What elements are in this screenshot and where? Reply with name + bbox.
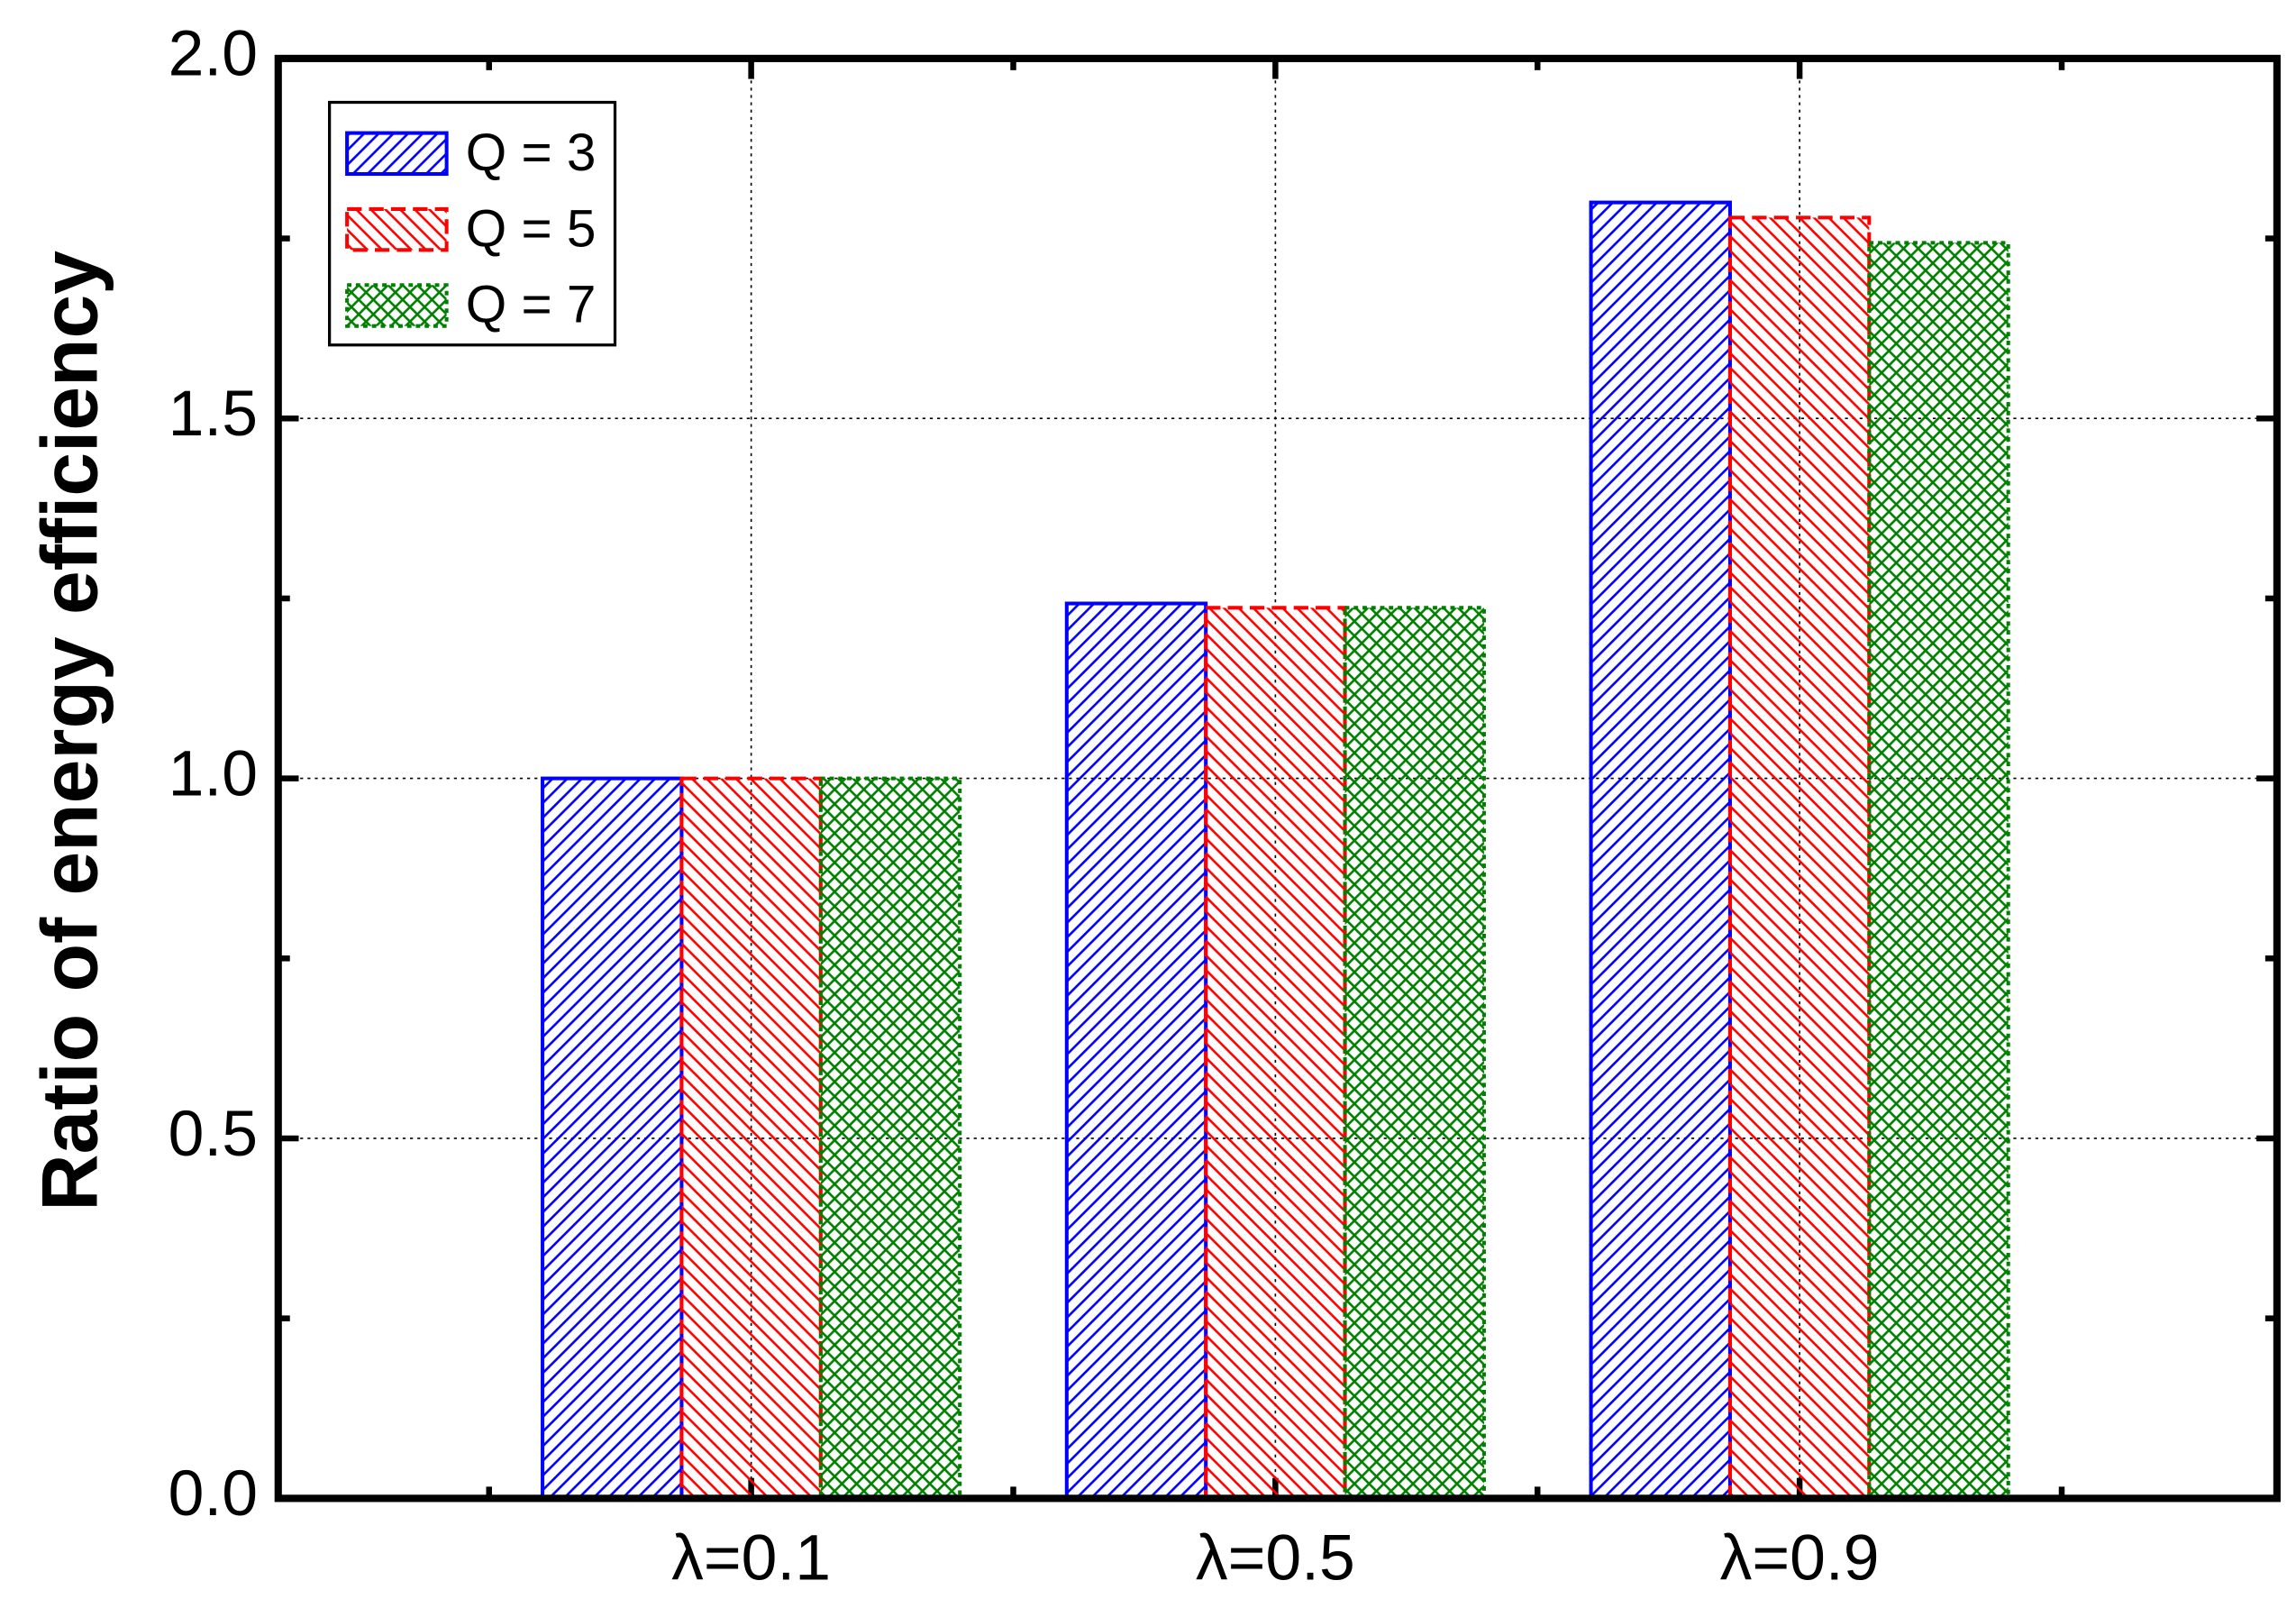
bar bbox=[1589, 200, 1732, 1501]
legend: Q = 3 Q = 5 Q = 7 bbox=[328, 100, 617, 347]
bar bbox=[1064, 601, 1208, 1501]
y-axis-label: Ratio of energy efficiency bbox=[26, 251, 114, 1211]
bar bbox=[541, 776, 684, 1501]
legend-label: Q = 5 bbox=[466, 199, 597, 258]
x-tick-label: λ=0.1 bbox=[671, 1522, 831, 1594]
legend-label: Q = 7 bbox=[466, 276, 597, 334]
y-tick-label: 1.0 bbox=[169, 738, 258, 810]
bar bbox=[1867, 241, 2010, 1501]
legend-swatch bbox=[345, 206, 449, 252]
y-tick-label: 0.0 bbox=[169, 1457, 258, 1530]
bar bbox=[1204, 606, 1347, 1501]
y-tick-label: 0.5 bbox=[169, 1098, 258, 1170]
bar bbox=[1343, 606, 1486, 1501]
bar bbox=[679, 776, 823, 1501]
bar bbox=[818, 776, 962, 1501]
legend-label: Q = 3 bbox=[466, 123, 597, 182]
x-tick-label: λ=0.5 bbox=[1196, 1522, 1355, 1594]
y-tick-label: 1.5 bbox=[169, 378, 258, 450]
x-tick-label: λ=0.9 bbox=[1720, 1522, 1880, 1594]
plot-frame bbox=[274, 54, 2281, 1503]
legend-swatch bbox=[345, 131, 449, 177]
y-tick-label: 2.0 bbox=[169, 18, 258, 90]
bar bbox=[1727, 215, 1872, 1501]
legend-swatch bbox=[345, 283, 449, 328]
